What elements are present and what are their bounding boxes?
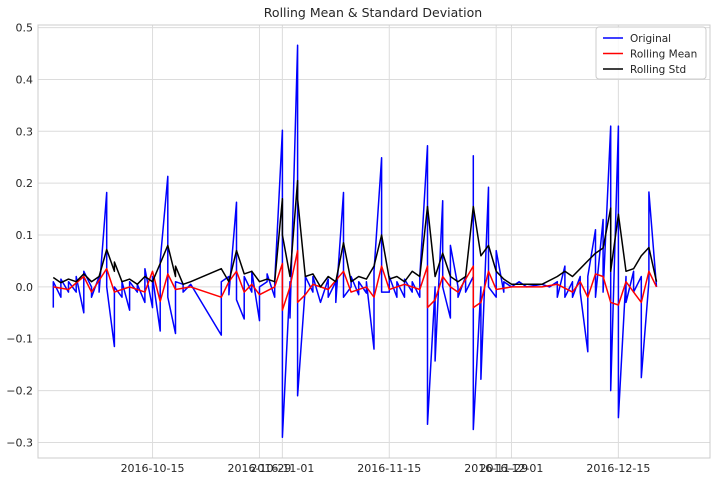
y-tick-label: −0.3 bbox=[6, 436, 33, 449]
legend-label: Rolling Std bbox=[630, 64, 686, 76]
y-tick-label: 0.5 bbox=[16, 22, 34, 35]
series-line-original bbox=[52, 44, 658, 439]
y-tick-label: 0.3 bbox=[16, 125, 34, 138]
series-line-rolling-std bbox=[52, 179, 658, 288]
y-tick-label: 0.0 bbox=[16, 281, 34, 294]
plot-frame bbox=[37, 24, 711, 459]
series-line-rolling-mean bbox=[53, 249, 658, 311]
x-tick-label: 2016-10-29 bbox=[227, 462, 291, 475]
y-tick-label: 0.2 bbox=[16, 177, 34, 190]
y-tick-labels: −0.3 −0.2 −0.1 0.0 0.1 0.2 0.3 0.4 0.5 bbox=[6, 22, 33, 450]
y-tick-label: 0.1 bbox=[16, 229, 34, 242]
x-tick-label: 2016-10-15 bbox=[121, 462, 185, 475]
x-tick-label: 2016-11-01 bbox=[250, 462, 314, 475]
x-tick-label: 2016-12-01 bbox=[479, 462, 543, 475]
legend-label: Rolling Mean bbox=[630, 49, 697, 61]
legend-label: Original bbox=[630, 33, 671, 45]
legend: Original Rolling Mean Rolling Std bbox=[595, 26, 707, 80]
x-tick-label: 2016-11-15 bbox=[357, 462, 421, 475]
series-layer bbox=[52, 44, 658, 439]
chart-title: Rolling Mean & Standard Deviation bbox=[264, 5, 482, 20]
y-tick-label: 0.4 bbox=[16, 73, 34, 86]
x-tick-label: 2016-11-29 bbox=[464, 462, 528, 475]
y-tick-label: −0.1 bbox=[6, 333, 33, 346]
legend-box bbox=[595, 26, 707, 80]
y-tick-label: −0.2 bbox=[6, 385, 33, 398]
x-tick-label: 2016-12-15 bbox=[586, 462, 650, 475]
